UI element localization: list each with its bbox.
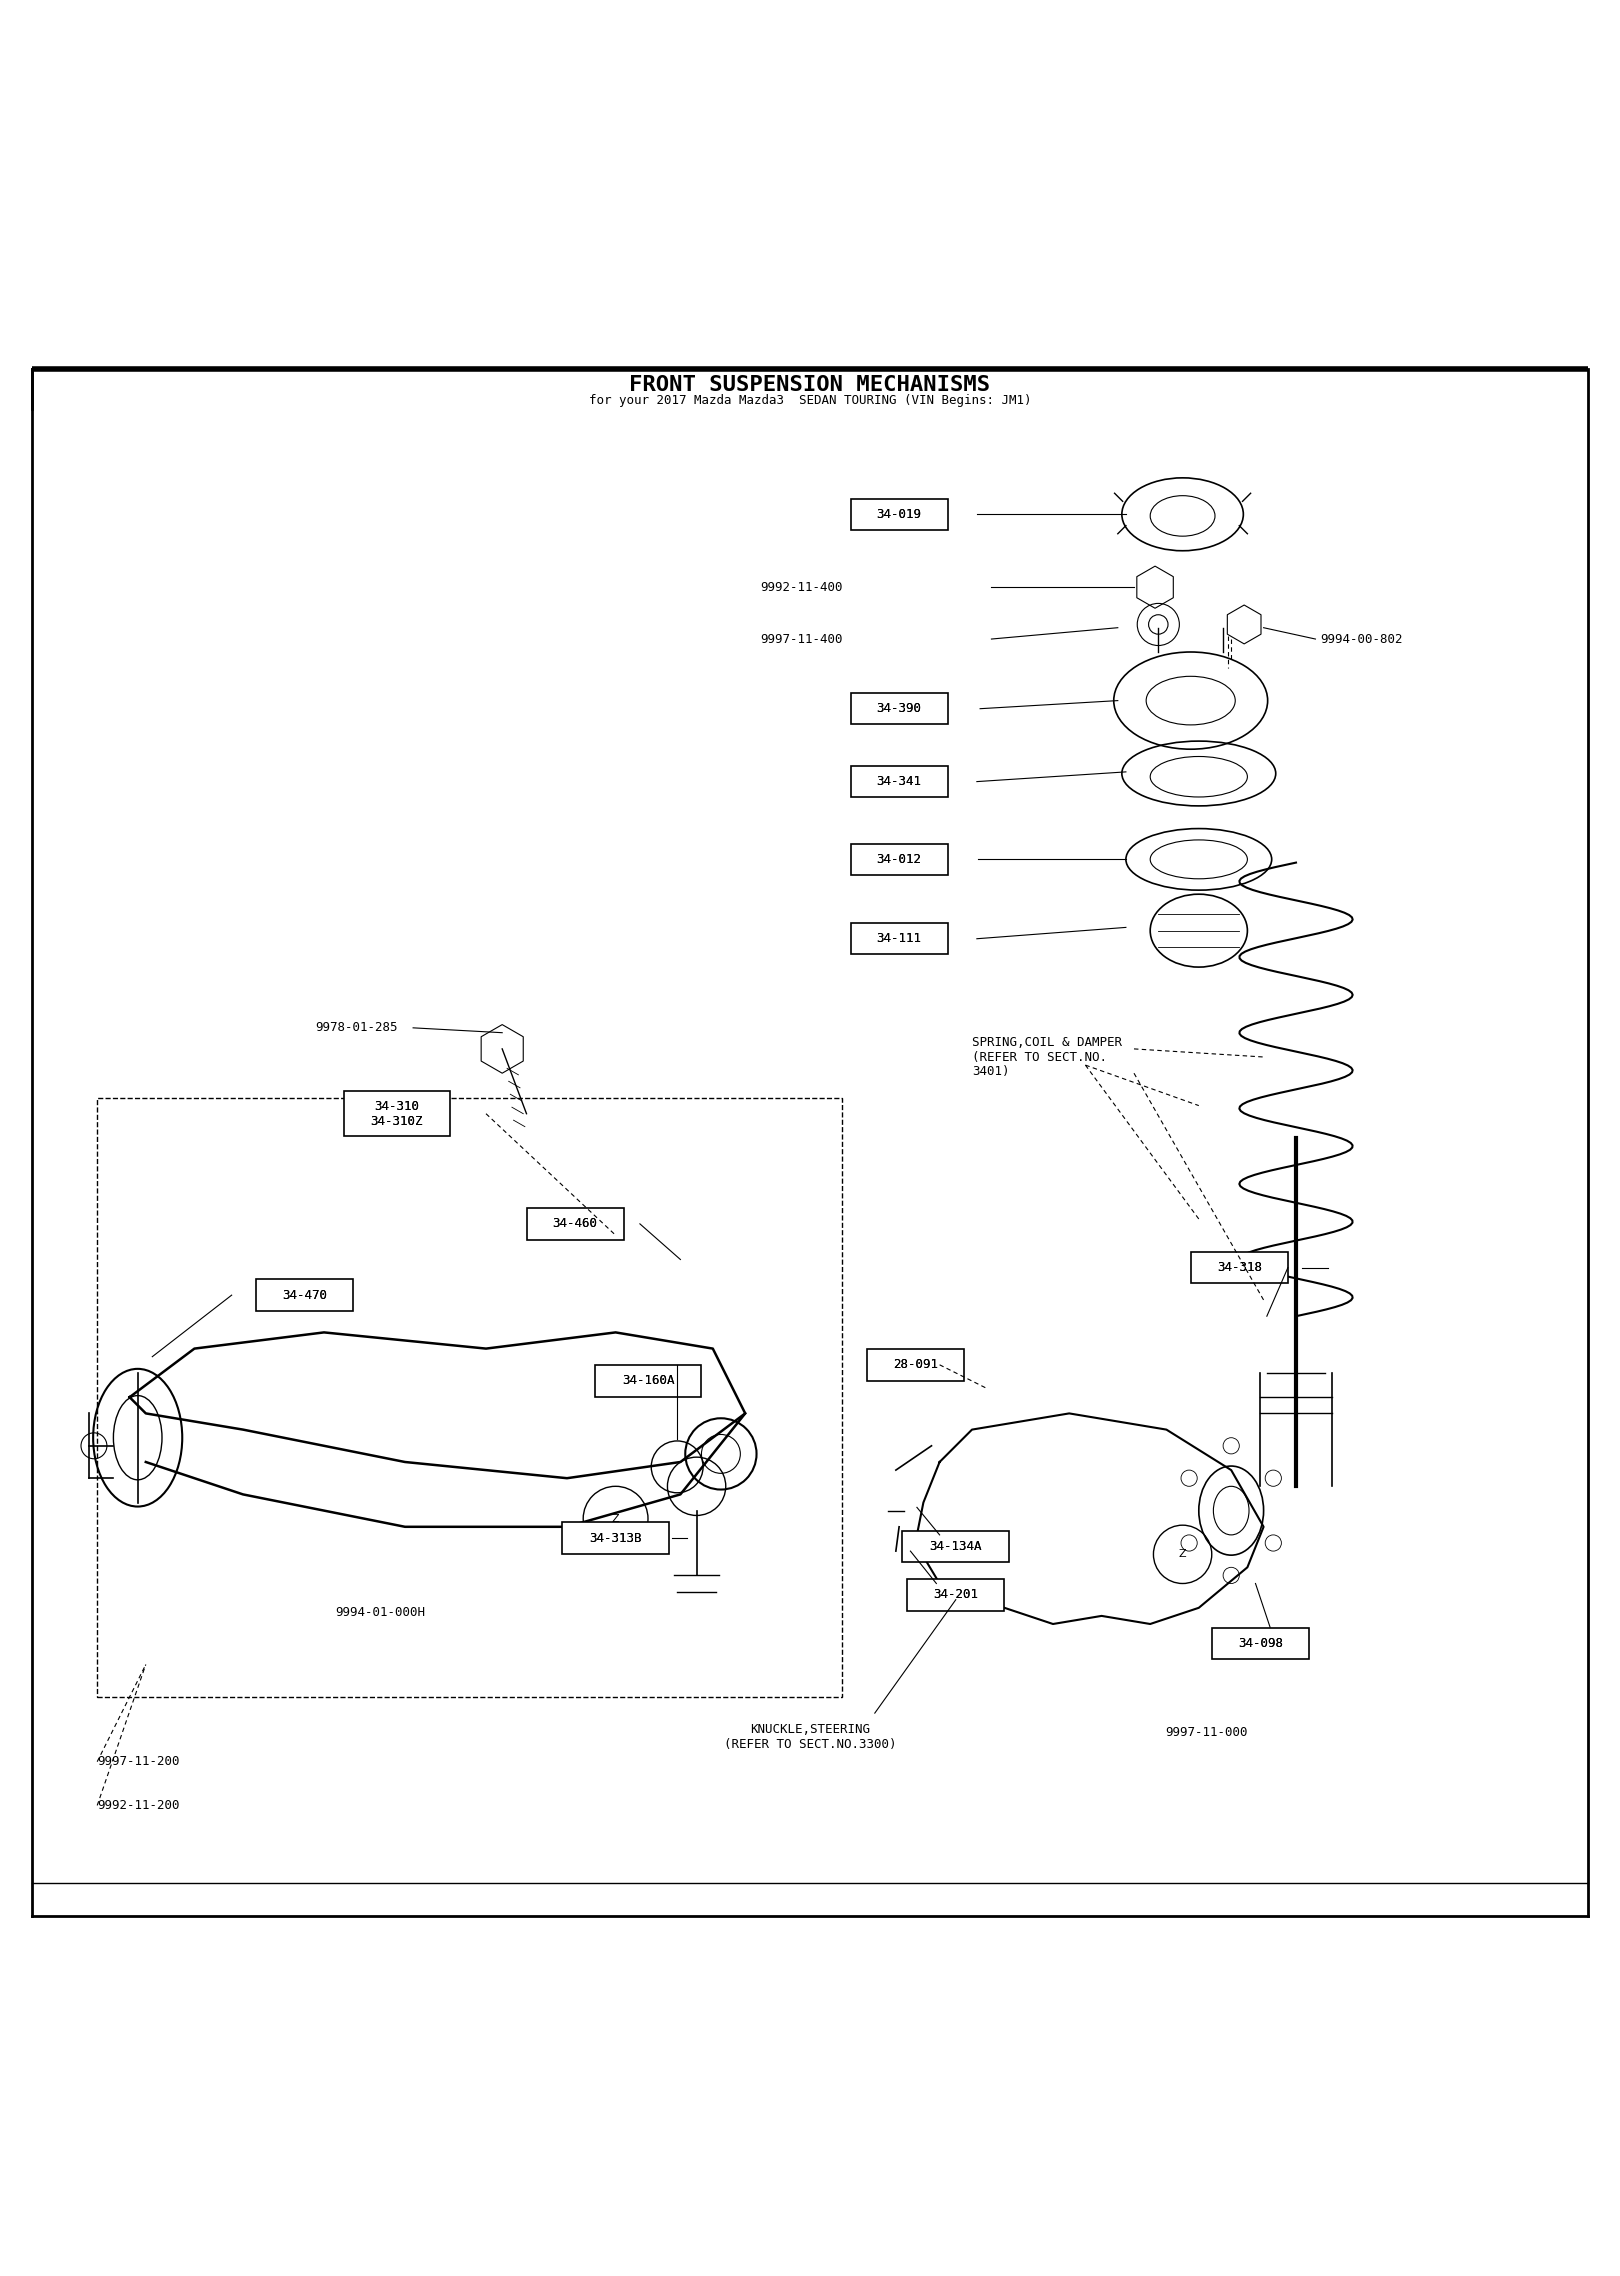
FancyBboxPatch shape xyxy=(595,1366,701,1397)
Text: 34-390: 34-390 xyxy=(876,703,922,715)
Text: Z: Z xyxy=(612,1514,619,1523)
Text: 34-201: 34-201 xyxy=(933,1589,978,1602)
FancyBboxPatch shape xyxy=(850,924,948,954)
Text: 34-318: 34-318 xyxy=(1217,1261,1262,1275)
Text: for your 2017 Mazda Mazda3  SEDAN TOURING (VIN Begins: JM1): for your 2017 Mazda Mazda3 SEDAN TOURING… xyxy=(588,394,1032,407)
FancyBboxPatch shape xyxy=(1212,1627,1309,1659)
Text: 28-091: 28-091 xyxy=(893,1359,938,1372)
Text: 34-341: 34-341 xyxy=(876,776,922,787)
Text: 34-390: 34-390 xyxy=(876,703,922,715)
Text: 34-111: 34-111 xyxy=(876,933,922,945)
Text: 34-318: 34-318 xyxy=(1217,1261,1262,1275)
Text: SPRING,COIL & DAMPER
(REFER TO SECT.NO.
3401): SPRING,COIL & DAMPER (REFER TO SECT.NO. … xyxy=(972,1036,1123,1079)
Text: 34-460: 34-460 xyxy=(552,1218,598,1231)
FancyBboxPatch shape xyxy=(850,498,948,530)
Text: 34-341: 34-341 xyxy=(876,776,922,787)
Text: 34-460: 34-460 xyxy=(552,1218,598,1231)
Text: 34-019: 34-019 xyxy=(876,508,922,521)
Text: 34-470: 34-470 xyxy=(282,1288,327,1302)
Text: 9992-11-400: 9992-11-400 xyxy=(761,580,842,594)
Text: 28-091: 28-091 xyxy=(893,1359,938,1372)
Text: 34-019: 34-019 xyxy=(876,508,922,521)
FancyBboxPatch shape xyxy=(902,1529,1009,1561)
FancyBboxPatch shape xyxy=(343,1090,450,1136)
Text: 34-134A: 34-134A xyxy=(930,1541,982,1552)
Text: 34-012: 34-012 xyxy=(876,854,922,865)
Text: 34-313B: 34-313B xyxy=(590,1532,642,1545)
Text: KNUCKLE,STEERING
(REFER TO SECT.NO.3300): KNUCKLE,STEERING (REFER TO SECT.NO.3300) xyxy=(724,1723,896,1753)
Text: 9997-11-400: 9997-11-400 xyxy=(761,633,842,646)
FancyBboxPatch shape xyxy=(850,692,948,724)
FancyBboxPatch shape xyxy=(562,1523,669,1555)
Text: 34-201: 34-201 xyxy=(933,1589,978,1602)
Text: 34-098: 34-098 xyxy=(1238,1636,1283,1650)
FancyBboxPatch shape xyxy=(97,1097,842,1698)
Text: 9994-00-802: 9994-00-802 xyxy=(1320,633,1403,646)
Text: 34-313B: 34-313B xyxy=(590,1532,642,1545)
Text: 34-134A: 34-134A xyxy=(930,1541,982,1552)
Text: 9978-01-285: 9978-01-285 xyxy=(316,1022,397,1033)
FancyBboxPatch shape xyxy=(256,1279,353,1311)
FancyBboxPatch shape xyxy=(867,1350,964,1382)
FancyBboxPatch shape xyxy=(850,844,948,874)
Text: Z: Z xyxy=(1179,1550,1186,1559)
FancyBboxPatch shape xyxy=(907,1580,1004,1611)
FancyBboxPatch shape xyxy=(1191,1252,1288,1284)
Text: 9997-11-000: 9997-11-000 xyxy=(1166,1725,1247,1739)
Text: 34-310
34-310Z: 34-310 34-310Z xyxy=(371,1099,423,1127)
Text: 9997-11-200: 9997-11-200 xyxy=(97,1755,180,1768)
FancyBboxPatch shape xyxy=(526,1209,624,1240)
FancyBboxPatch shape xyxy=(850,765,948,797)
Text: 34-160A: 34-160A xyxy=(622,1375,674,1388)
Text: FRONT SUSPENSION MECHANISMS: FRONT SUSPENSION MECHANISMS xyxy=(630,376,990,394)
Text: 9994-01-000H: 9994-01-000H xyxy=(335,1607,426,1618)
Text: 34-470: 34-470 xyxy=(282,1288,327,1302)
Text: 34-098: 34-098 xyxy=(1238,1636,1283,1650)
Text: 34-310
34-310Z: 34-310 34-310Z xyxy=(371,1099,423,1127)
Text: 34-160A: 34-160A xyxy=(622,1375,674,1388)
Text: 9992-11-200: 9992-11-200 xyxy=(97,1798,180,1812)
Text: 34-012: 34-012 xyxy=(876,854,922,865)
Text: 34-111: 34-111 xyxy=(876,933,922,945)
